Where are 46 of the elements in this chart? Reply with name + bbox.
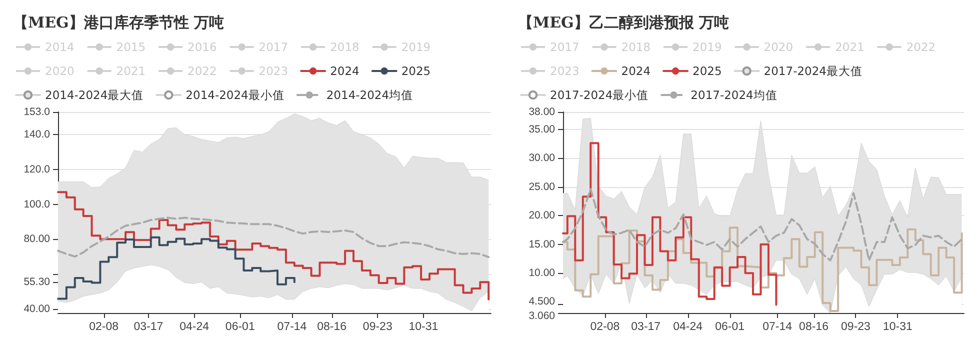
legend-label: 2017-2024均值 (690, 88, 778, 102)
line-series (57, 216, 490, 258)
y-tick-label: 4.500 (528, 296, 556, 308)
legend-label: 2017-2024最大值 (764, 64, 862, 78)
y-tick-label: 10.00 (528, 267, 556, 280)
x-tick-label: 06-01 (715, 321, 745, 333)
y-tick-label: 3.060 (528, 310, 556, 322)
y-tick-label: 25.00 (528, 180, 556, 193)
legend-label: 2014-2024最大值 (45, 88, 144, 102)
y-tick-label: 80.00 (24, 233, 50, 246)
x-tick-label: 09-23 (841, 321, 870, 333)
y-tick-label: 20.00 (528, 210, 556, 222)
x-tick-label: 04-24 (673, 321, 704, 333)
x-tick-label: 10-31 (408, 321, 438, 333)
x-tick-label: 06-01 (225, 321, 255, 333)
chart-title: 【MEG】港口库存季节性 万吨 (13, 14, 224, 32)
x-tick-label: 04-24 (180, 321, 210, 333)
chart-title: 【MEG】乙二醇到港预报 万吨 (518, 14, 730, 32)
y-tick-label: 120.0 (24, 163, 50, 176)
y-tick-label: 100.0 (24, 198, 50, 210)
legend-label: 2014-2024均值 (326, 88, 414, 102)
x-tick-label: 02-08 (590, 321, 620, 333)
y-tick-label: 40.00 (24, 302, 50, 315)
legend-label: 2014-2024最小值 (186, 88, 284, 102)
y-tick-label: 35.00 (528, 123, 556, 136)
y-tick-label: 153.0 (24, 106, 50, 118)
x-tick-label: 07-14 (277, 321, 308, 333)
y-tick-label: 38.00 (528, 106, 556, 118)
x-tick-label: 07-14 (762, 321, 793, 333)
x-tick-label: 09-23 (362, 321, 392, 333)
x-tick-label: 08-16 (317, 321, 346, 333)
y-tick-label: 15.00 (528, 238, 556, 250)
y-tick-label: 55.30 (24, 276, 50, 288)
x-tick-label: 03-17 (631, 321, 661, 333)
x-tick-label: 02-08 (89, 321, 119, 333)
x-tick-label: 10-31 (883, 321, 912, 333)
y-tick-label: 140.0 (24, 128, 50, 141)
legend-label: 2017-2024最小值 (550, 88, 649, 102)
legend-label: 2025 (401, 64, 431, 78)
y-tick-label: 30.00 (528, 152, 556, 164)
legend-label: 2024 (330, 64, 360, 78)
legend-label: 2025 (692, 64, 722, 78)
x-tick-label: 03-17 (134, 321, 164, 333)
line-series (562, 188, 963, 262)
legend-label: 2024 (621, 64, 651, 78)
x-tick-label: 08-16 (799, 321, 828, 333)
